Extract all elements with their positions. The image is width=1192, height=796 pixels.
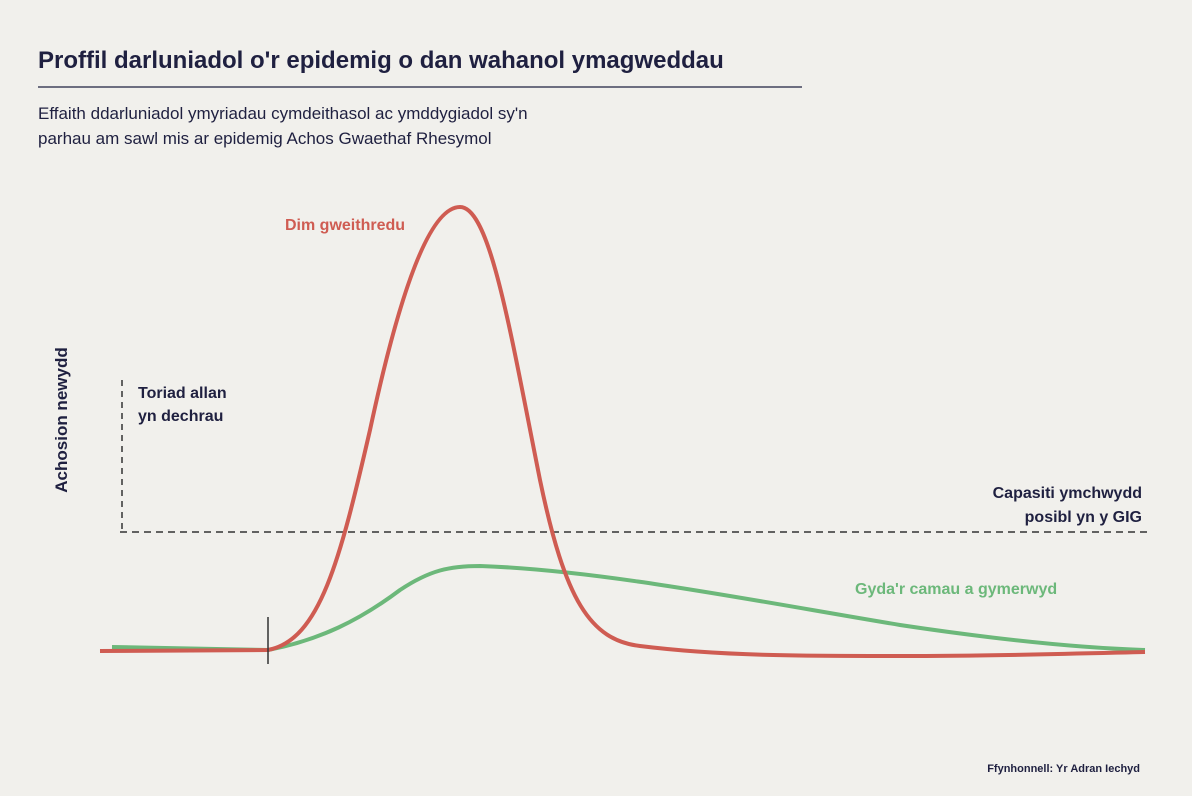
y-axis-label: Achosion newydd — [52, 347, 71, 492]
title: Proffil darluniadol o'r epidemig o dan w… — [38, 47, 724, 74]
no-action-curve — [99, 204, 1146, 659]
measures-curve — [111, 563, 1146, 653]
outbreak-label: yn dechrau — [138, 408, 223, 425]
outbreak-label: Toriad allan — [138, 385, 227, 402]
measures-label: Gyda'r camau a gymerwyd — [855, 581, 1057, 598]
no-action-label: Dim gweithredu — [285, 217, 405, 234]
subtitle: Effaith ddarluniadol ymyriadau cymdeitha… — [38, 104, 528, 123]
capacity-label: posibl yn y GIG — [1025, 509, 1142, 526]
capacity-label: Capasiti ymchwydd — [993, 485, 1142, 502]
source: Ffynhonnell: Yr Adran Iechyd — [987, 763, 1140, 775]
subtitle: parhau am sawl mis ar epidemig Achos Gwa… — [38, 129, 492, 148]
